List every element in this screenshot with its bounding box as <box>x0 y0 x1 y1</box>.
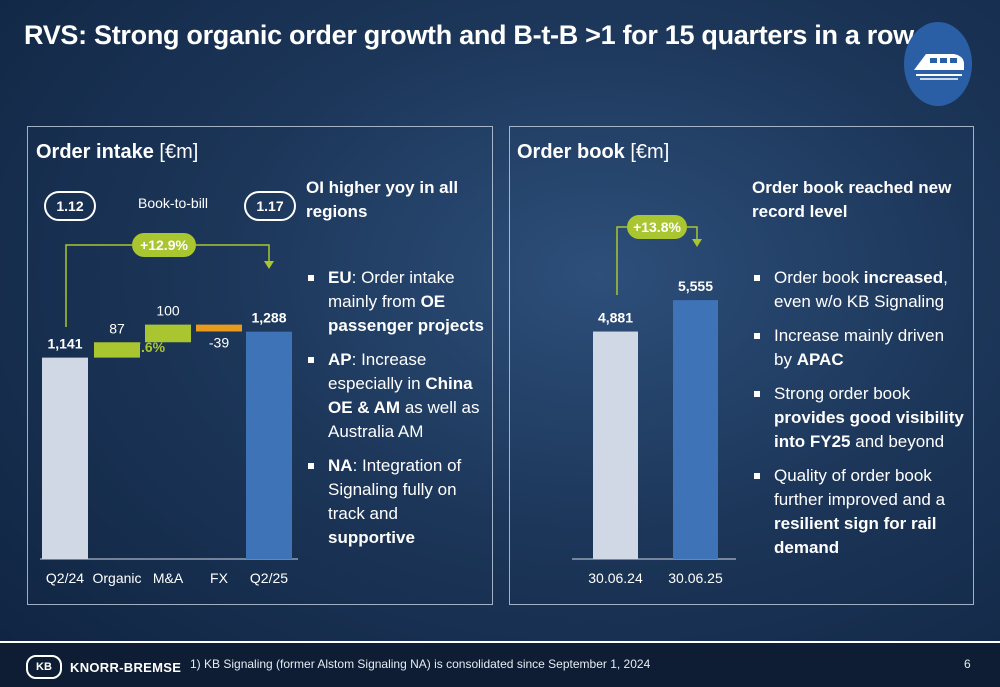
bar-30-06-24 <box>593 331 638 559</box>
bar-organic <box>94 342 140 358</box>
bar-m-a <box>145 324 191 343</box>
bullet-item: Order book increased, even w/o KB Signal… <box>754 266 966 314</box>
bar-q2-25 <box>246 331 292 559</box>
order-intake-heading: OI higher yoy in all regions <box>306 178 459 221</box>
logo-name: KNORR-BREMSE <box>70 659 182 675</box>
footer: KB KNORR-BREMSE 1) KB Signaling (former … <box>0 641 1000 687</box>
page-title: RVS: Strong organic order growth and B-t… <box>24 20 914 50</box>
value-label: 1,141 <box>47 336 82 352</box>
value-label: 4,881 <box>598 310 633 326</box>
category-label: Organic <box>92 570 141 586</box>
value-label: 87 <box>109 320 125 336</box>
bullet-item: NA: Integration of Signaling fully on tr… <box>308 454 488 550</box>
order-book-panel: Order book [€m] +13.8% 4,881 30.06.24 5,55… <box>509 126 974 605</box>
page-number: 6 <box>964 657 971 671</box>
btb-label: Book-to-bill <box>138 195 209 211</box>
category-label: Q2/24 <box>46 570 84 586</box>
knorr-bremse-logo-icon: KB KNORR-BREMSE <box>26 655 181 679</box>
order-book-bullets: Order book increased, even w/o KB Signal… <box>754 266 966 570</box>
order-book-chart: +13.8% 4,881 30.06.24 5,555 30.06.25 <box>572 215 736 586</box>
bullet-item: Quality of order book further improved a… <box>754 464 966 560</box>
category-label: 30.06.25 <box>668 570 723 586</box>
value-label: -39 <box>209 334 229 350</box>
category-label: 30.06.24 <box>588 570 643 586</box>
order-intake-title: Order intake [€m] <box>36 141 199 163</box>
order-intake-chart: +12.9% +7.6% 1,141Q2/2487Organic100M&A-3… <box>40 233 298 586</box>
train-icon <box>904 22 972 106</box>
value-label: 100 <box>156 303 180 319</box>
bullet-item: Strong order book provides good visibili… <box>754 382 966 454</box>
bullet-item: AP: Increase especially in China OE & AM… <box>308 348 488 444</box>
order-book-title: Order book [€m] <box>517 141 670 163</box>
category-label: FX <box>210 570 229 586</box>
bar-fx <box>196 324 242 332</box>
order-book-heading: Order book reached new record level <box>752 178 952 221</box>
bar-30-06-25 <box>673 300 718 559</box>
order-book-growth-label: +13.8% <box>633 219 681 235</box>
category-label: Q2/25 <box>250 570 288 586</box>
value-label: 5,555 <box>678 278 713 294</box>
value-label: 1,288 <box>251 310 286 326</box>
bar-q2-24 <box>42 357 88 559</box>
bullet-item: EU: Order intake mainly from OE passenge… <box>308 266 488 338</box>
order-intake-panel: Order intake [€m] 1.12 Book-to-bill 1.17… <box>27 126 493 605</box>
btb-left-pill: 1.12 <box>44 191 96 221</box>
category-label: M&A <box>153 570 184 586</box>
growth-total-label: +12.9% <box>140 237 188 253</box>
footnote: 1) KB Signaling (former Alstom Signaling… <box>190 657 651 671</box>
btb-right-pill: 1.17 <box>244 191 296 221</box>
logo-mark: KB <box>26 655 62 679</box>
order-intake-bullets: EU: Order intake mainly from OE passenge… <box>308 266 488 560</box>
bullet-item: Increase mainly driven by APAC <box>754 324 966 372</box>
